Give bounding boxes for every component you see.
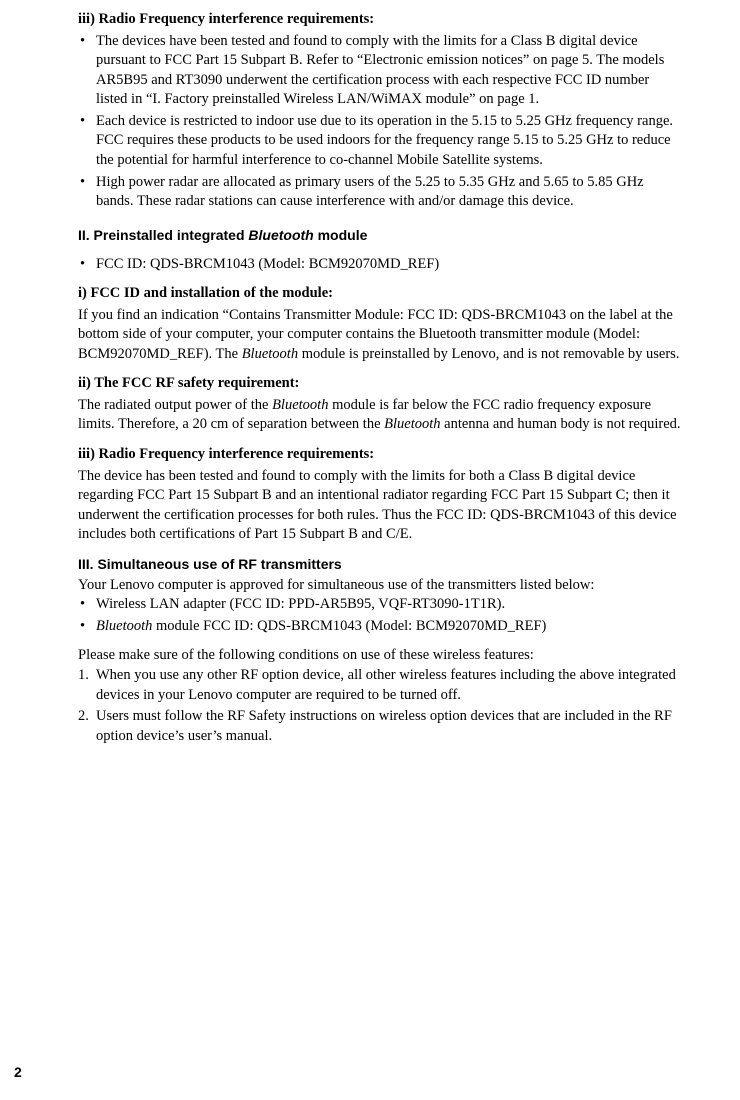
text-run: module FCC ID: QDS-BRCM1043 (Model: BCM9… <box>152 618 546 634</box>
conditions-list: When you use any other RF option device,… <box>78 666 682 746</box>
fcc-id-list: FCC ID: QDS-BRCM1043 (Model: BCM92070MD_… <box>78 255 682 275</box>
heading-text-post: module <box>314 227 368 243</box>
list-item: Bluetooth module FCC ID: QDS-BRCM1043 (M… <box>78 617 682 637</box>
paragraph: If you find an indication “Contains Tran… <box>78 306 682 365</box>
rf-requirements-list: The devices have been tested and found t… <box>78 32 682 212</box>
paragraph: The radiated output power of the Bluetoo… <box>78 396 682 435</box>
heading-iii-simultaneous: III. Simultaneous use of RF transmitters <box>78 555 682 574</box>
list-item: Users must follow the RF Safety instruct… <box>78 707 682 746</box>
page-number: 2 <box>14 1063 22 1082</box>
text-run: antenna and human body is not required. <box>441 416 681 432</box>
heading-iii-rf: iii) Radio Frequency interference requir… <box>78 10 682 30</box>
list-item: FCC ID: QDS-BRCM1043 (Model: BCM92070MD_… <box>78 255 682 275</box>
paragraph: Your Lenovo computer is approved for sim… <box>78 576 682 596</box>
text-run: The radiated output power of the <box>78 397 272 413</box>
heading-sub-ii: ii) The FCC RF safety requirement: <box>78 374 682 394</box>
bluetooth-word: Bluetooth <box>242 346 298 362</box>
list-item: Wireless LAN adapter (FCC ID: PPD-AR5B95… <box>78 595 682 615</box>
bluetooth-word: Bluetooth <box>272 397 328 413</box>
list-item: The devices have been tested and found t… <box>78 32 682 110</box>
paragraph: The device has been tested and found to … <box>78 467 682 545</box>
document-body: iii) Radio Frequency interference requir… <box>78 0 682 746</box>
heading-ii-bluetooth: II. Preinstalled integrated Bluetooth mo… <box>78 226 682 245</box>
paragraph: Please make sure of the following condit… <box>78 646 682 666</box>
text-run: module is preinstalled by Lenovo, and is… <box>298 346 679 362</box>
list-item: Each device is restricted to indoor use … <box>78 112 682 171</box>
list-item: When you use any other RF option device,… <box>78 666 682 705</box>
bluetooth-word: Bluetooth <box>384 416 440 432</box>
heading-text-pre: II. Preinstalled integrated <box>78 227 248 243</box>
heading-sub-i: i) FCC ID and installation of the module… <box>78 284 682 304</box>
bluetooth-word: Bluetooth <box>248 227 313 243</box>
transmitters-list: Wireless LAN adapter (FCC ID: PPD-AR5B95… <box>78 595 682 636</box>
heading-sub-iii: iii) Radio Frequency interference requir… <box>78 445 682 465</box>
list-item: High power radar are allocated as primar… <box>78 173 682 212</box>
bluetooth-word: Bluetooth <box>96 618 152 634</box>
